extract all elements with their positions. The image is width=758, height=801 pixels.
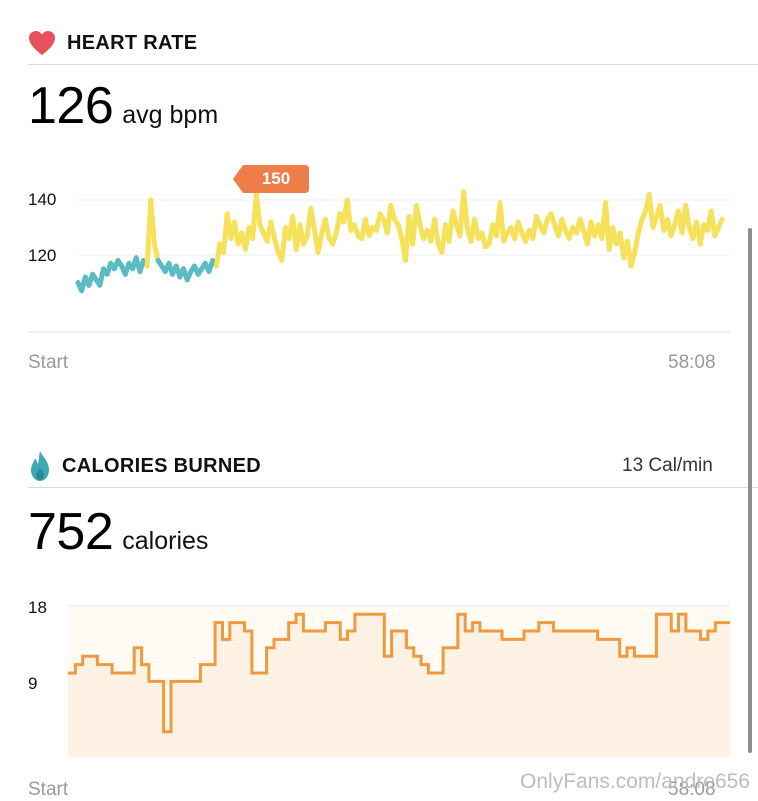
cal-start-label: Start bbox=[28, 779, 69, 800]
hr-line-segment bbox=[308, 205, 317, 233]
calories-divider bbox=[28, 487, 758, 488]
calories-title: CALORIES BURNED bbox=[62, 454, 261, 477]
cal-y-tick-9: 9 bbox=[28, 674, 38, 693]
heart-icon-shape bbox=[29, 31, 55, 55]
avg-heart-rate-value: 126 bbox=[28, 77, 114, 135]
calories-rate: 13 Cal/min bbox=[622, 455, 713, 476]
hr-line-segment bbox=[413, 203, 423, 228]
hr-line-segment bbox=[683, 203, 692, 230]
heart-rate-divider bbox=[28, 64, 758, 65]
total-calories-value: 752 bbox=[28, 503, 114, 561]
hr-peak-badge bbox=[233, 165, 309, 193]
total-calories-unit: calories bbox=[122, 527, 209, 555]
hr-line-segment bbox=[148, 197, 157, 247]
heart-rate-header: HEART RATE bbox=[28, 30, 197, 56]
avg-heart-rate: 126 avg bpm bbox=[28, 76, 218, 136]
hr-line-segment bbox=[151, 241, 161, 263]
heart-rate-title: HEART RATE bbox=[67, 31, 198, 54]
hr-start-label: Start bbox=[28, 352, 69, 373]
cal-step-line bbox=[68, 612, 730, 734]
heart-icon bbox=[29, 31, 55, 55]
hr-line-segment bbox=[344, 197, 354, 233]
flame-icon bbox=[31, 451, 49, 481]
hr-line-segment bbox=[315, 230, 325, 255]
flame-icon-shape bbox=[31, 451, 49, 481]
hr-line-segment bbox=[715, 216, 725, 230]
cal-y-tick-18: 18 bbox=[28, 598, 47, 617]
hr-line-segment bbox=[432, 216, 441, 247]
hr-line-segment bbox=[632, 230, 641, 255]
hr-line-segment bbox=[268, 219, 277, 241]
hr-line-segment bbox=[497, 200, 507, 244]
calories-header: CALORIES BURNED bbox=[28, 450, 261, 482]
flame-icon-inner bbox=[36, 468, 44, 480]
hr-line-segment bbox=[322, 216, 332, 241]
watermark-text: OnlyFans.com/andre656 bbox=[520, 770, 750, 793]
hr-y-tick-120: 120 bbox=[28, 246, 57, 265]
hr-end-label: 58:08 bbox=[668, 352, 716, 373]
avg-heart-rate-unit: avg bpm bbox=[122, 101, 219, 129]
hr-y-tick-140: 140 bbox=[28, 190, 57, 209]
total-calories: 752 calories bbox=[28, 502, 208, 562]
cal-end-label: 58:08 bbox=[668, 779, 716, 800]
hr-line-segment bbox=[253, 192, 263, 228]
hr-line-segment bbox=[461, 189, 470, 230]
cal-area-fill bbox=[68, 614, 730, 757]
hr-peak-badge-label: 150 bbox=[262, 169, 290, 188]
scrollbar[interactable] bbox=[748, 228, 752, 753]
